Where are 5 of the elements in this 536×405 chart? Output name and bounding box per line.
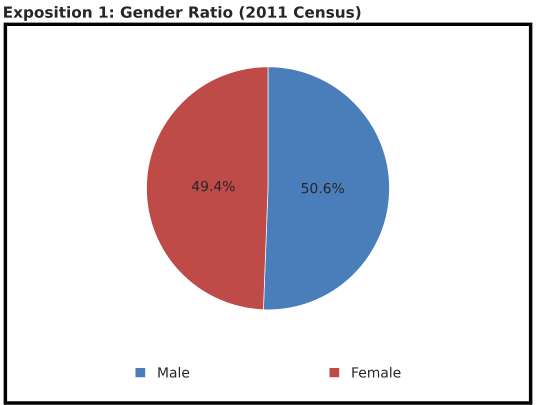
data-label: 49.4% — [192, 180, 235, 192]
legend-label: Male — [158, 366, 190, 378]
chart-title: Exposition 1: Gender Ratio (2011 Census) — [4, 6, 360, 21]
data-label: 50.6% — [302, 182, 344, 194]
legend-label: Female — [352, 366, 400, 378]
